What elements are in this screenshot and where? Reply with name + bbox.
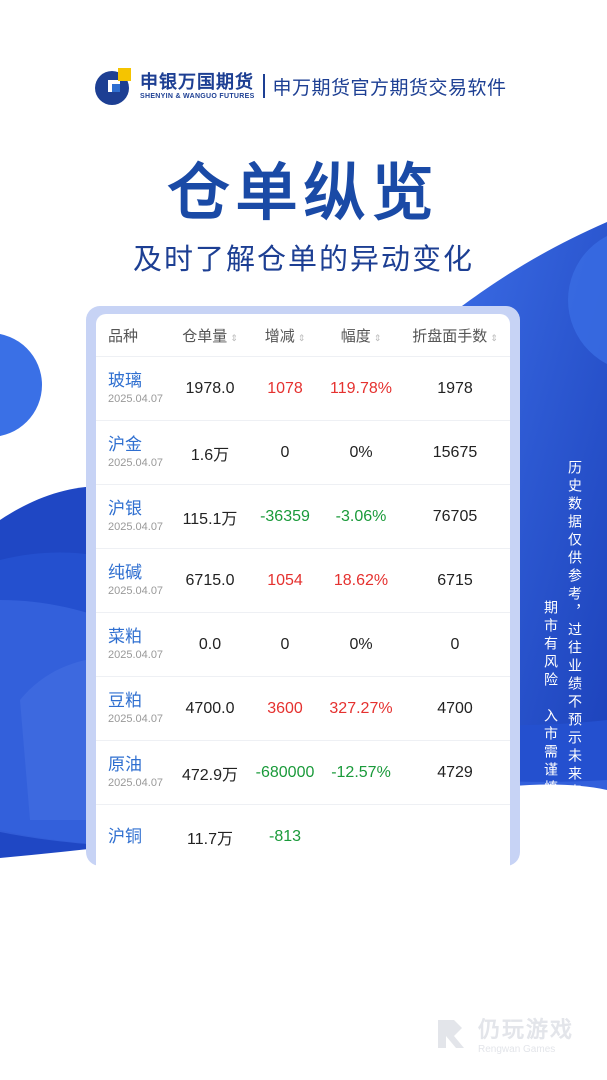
row-change: 0 xyxy=(280,443,290,461)
watermark-text: 仍玩游戏 xyxy=(478,1017,575,1042)
table-header: 品种 仓单量 ⇕ 增减 ⇕ 幅度 ⇕ 折盘面手数 ⇕ xyxy=(96,314,510,356)
row-qty: 4700.0 xyxy=(185,699,235,717)
sort-icon: ⇕ xyxy=(230,332,238,343)
row-lots: 0 xyxy=(450,635,460,653)
row-percent: -12.57% xyxy=(331,763,391,781)
header-qty[interactable]: 仓单量 ⇕ xyxy=(182,327,238,345)
header: 申银万国期货 SHENYIN & WANGUO FUTURES 申万期货官方期货… xyxy=(94,64,507,108)
row-date: 2025.04.07 xyxy=(108,649,164,661)
table-row[interactable]: 沪银 2025.04.07 115.1万 -36359 -3.06% 76705 xyxy=(96,484,510,548)
commodity-name[interactable]: 玻璃 xyxy=(108,371,142,390)
row-date: 2025.04.07 xyxy=(108,393,164,405)
brand-name: 申银万国期货 xyxy=(140,71,254,92)
row-name-cell: 玻璃 2025.04.07 xyxy=(96,370,172,407)
row-date: 2025.04.07 xyxy=(108,585,164,597)
row-qty: 0.0 xyxy=(198,635,222,653)
row-percent: 18.62% xyxy=(333,571,389,589)
header-name: 品种 xyxy=(108,327,139,345)
row-qty: 11.7万 xyxy=(187,830,233,848)
table-row[interactable]: 沪金 2025.04.07 1.6万 0 0% 15675 xyxy=(96,420,510,484)
row-date: 2025.04.07 xyxy=(108,457,164,469)
row-change: -813 xyxy=(268,827,302,845)
row-date: 2025.04.07 xyxy=(108,713,164,725)
row-lots: 1978 xyxy=(437,379,473,397)
sort-icon: ⇕ xyxy=(373,332,382,343)
commodity-name[interactable]: 沪银 xyxy=(108,499,142,518)
row-lots: 4700 xyxy=(437,699,473,717)
table-row[interactable]: 纯碱 2025.04.07 6715.0 1054 18.62% 6715 xyxy=(96,548,510,612)
row-name-cell: 原油 2025.04.07 xyxy=(96,754,172,791)
table-row[interactable]: 玻璃 2025.04.07 1978.0 1078 119.78% 1978 xyxy=(96,356,510,420)
table-body: 玻璃 2025.04.07 1978.0 1078 119.78% 1978 沪金 2025.… xyxy=(96,356,510,868)
commodity-name[interactable]: 豆粕 xyxy=(108,691,142,710)
row-change: 3600 xyxy=(267,699,303,717)
row-lots: 15675 xyxy=(432,443,478,461)
table-row[interactable]: 菜粕 2025.04.07 0.0 0 0% 0 xyxy=(96,612,510,676)
commodity-name[interactable]: 纯碱 xyxy=(108,563,142,582)
brand-name-en: SHENYIN & WANGUO FUTURES xyxy=(140,92,255,100)
row-date: 2025.04.07 xyxy=(108,777,164,789)
row-lots: 76705 xyxy=(432,507,478,525)
row-name-cell: 沪铜 xyxy=(96,826,172,847)
row-percent: 0% xyxy=(349,635,373,653)
row-qty: 472.9万 xyxy=(181,766,239,784)
sort-icon: ⇕ xyxy=(490,332,498,343)
sort-icon: ⇕ xyxy=(297,332,306,343)
row-lots: 4729 xyxy=(437,763,473,781)
row-percent: 0% xyxy=(349,443,373,461)
row-name-cell: 豆粕 2025.04.07 xyxy=(96,690,172,727)
commodity-name[interactable]: 菜粕 xyxy=(108,627,142,646)
row-name-cell: 沪银 2025.04.07 xyxy=(96,498,172,535)
page-subtitle: 及时了解仓单的异动变化 xyxy=(132,244,474,276)
row-change: 1054 xyxy=(267,571,303,589)
watermark-text-en: Rengwan Games xyxy=(478,1044,556,1055)
table-row[interactable]: 沪铜 11.7万 -813 xyxy=(96,804,510,868)
row-qty: 6715.0 xyxy=(185,571,235,589)
header-percent[interactable]: 幅度 ⇕ xyxy=(340,327,382,345)
brand: 申银万国期货 SHENYIN & WANGUO FUTURES xyxy=(140,72,255,101)
commodity-name[interactable]: 沪铜 xyxy=(108,827,142,846)
header-lots[interactable]: 折盘面手数 ⇕ xyxy=(412,327,498,345)
table-row[interactable]: 原油 2025.04.07 472.9万 -680000 -12.57% 4729 xyxy=(96,740,510,804)
header-change[interactable]: 增减 ⇕ xyxy=(264,327,306,345)
slogan: 申万期货官方期货交易软件 xyxy=(272,77,507,99)
disclaimer-history: 历史数据仅供参考，过往业绩不预示未来表现 xyxy=(567,460,583,820)
page-title: 仓单纵览 xyxy=(167,159,440,228)
row-name-cell: 沪金 2025.04.07 xyxy=(96,434,172,471)
row-percent: -3.06% xyxy=(335,507,387,525)
disclaimer-risk: 期市有风险 入市需谨慎 xyxy=(543,600,559,798)
row-change: -680000 xyxy=(255,763,315,781)
row-qty: 115.1万 xyxy=(182,510,238,528)
row-qty: 1.6万 xyxy=(190,446,230,464)
row-change: 0 xyxy=(280,635,290,653)
watermark-logo-icon xyxy=(438,1019,464,1048)
row-change: 1078 xyxy=(267,379,303,397)
warehouse-receipt-table: 品种 仓单量 ⇕ 增减 ⇕ 幅度 ⇕ 折盘面手数 ⇕ 玻璃 2025.04.07 1978.… xyxy=(96,314,510,874)
commodity-name[interactable]: 沪金 xyxy=(108,435,142,454)
row-change: -36359 xyxy=(260,507,310,525)
row-percent: 327.27% xyxy=(329,699,393,717)
header-divider xyxy=(262,74,265,98)
logo-icon xyxy=(94,66,134,106)
table-row[interactable]: 豆粕 2025.04.07 4700.0 3600 327.27% 4700 xyxy=(96,676,510,740)
row-qty: 1978.0 xyxy=(185,379,235,397)
row-name-cell: 菜粕 2025.04.07 xyxy=(96,626,172,663)
watermark: 仍玩游戏 Rengwan Games xyxy=(432,1012,574,1055)
row-name-cell: 纯碱 2025.04.07 xyxy=(96,562,172,599)
row-lots: 6715 xyxy=(437,571,473,589)
row-percent: 119.78% xyxy=(330,379,392,397)
commodity-name[interactable]: 原油 xyxy=(108,755,142,774)
row-date: 2025.04.07 xyxy=(108,521,164,533)
